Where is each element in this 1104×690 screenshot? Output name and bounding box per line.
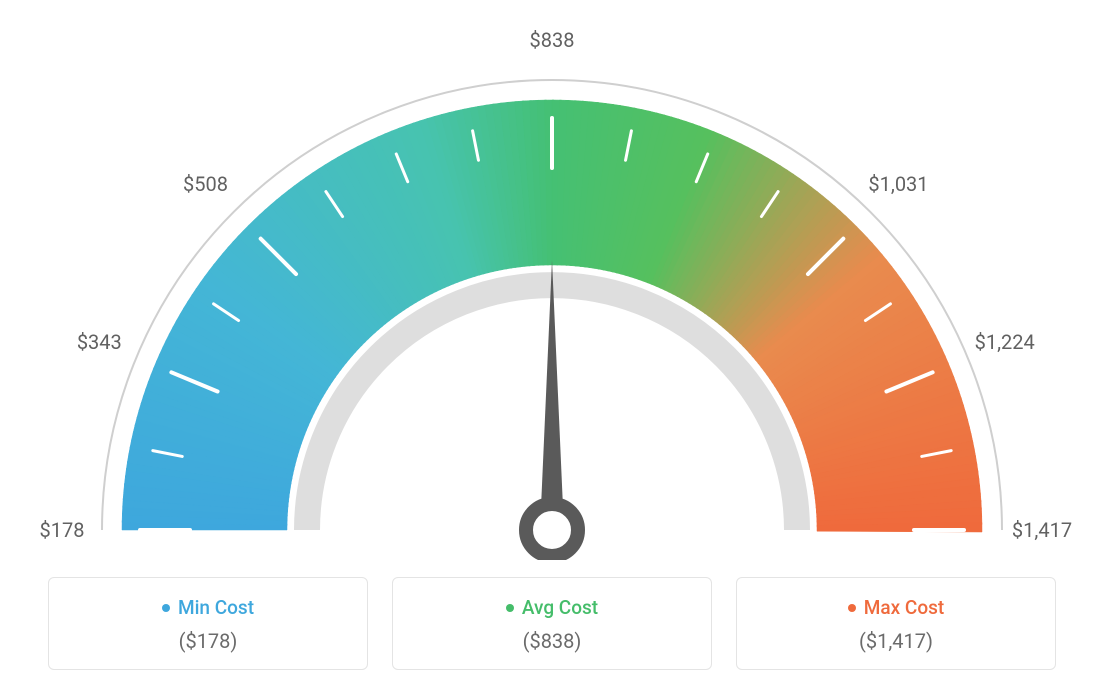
legend-value-max: ($1,417) — [747, 629, 1045, 653]
legend-title-text: Min Cost — [178, 596, 254, 619]
legend-title-max: Max Cost — [848, 596, 944, 619]
legend-dot-icon — [162, 604, 170, 612]
legend-value-min: ($178) — [59, 629, 357, 653]
legend-title-text: Avg Cost — [522, 596, 598, 619]
legend-title-min: Min Cost — [162, 596, 254, 619]
legend-card-avg: Avg Cost ($838) — [392, 577, 712, 670]
gauge-tick-label: $1,224 — [975, 330, 1035, 354]
gauge-tick-label: $508 — [183, 172, 228, 196]
legend-row: Min Cost ($178) Avg Cost ($838) Max Cost ($1,… — [0, 577, 1104, 670]
gauge-tick-label: $1,031 — [868, 172, 928, 196]
legend-dot-icon — [848, 604, 856, 612]
gauge-tick-label: $838 — [530, 28, 575, 52]
legend-title-avg: Avg Cost — [506, 596, 598, 619]
legend-dot-icon — [506, 604, 514, 612]
legend-card-max: Max Cost ($1,417) — [736, 577, 1056, 670]
gauge-tick-label: $178 — [40, 518, 85, 542]
gauge-tick-label: $343 — [77, 330, 122, 354]
gauge-tick-label: $1,417 — [1012, 518, 1072, 542]
legend-value-avg: ($838) — [403, 629, 701, 653]
gauge-svg — [0, 0, 1104, 560]
legend-card-min: Min Cost ($178) — [48, 577, 368, 670]
gauge-chart: $178 $343 $508 $838 $1,031 $1,224 $1,417 — [0, 0, 1104, 560]
legend-title-text: Max Cost — [864, 596, 944, 619]
